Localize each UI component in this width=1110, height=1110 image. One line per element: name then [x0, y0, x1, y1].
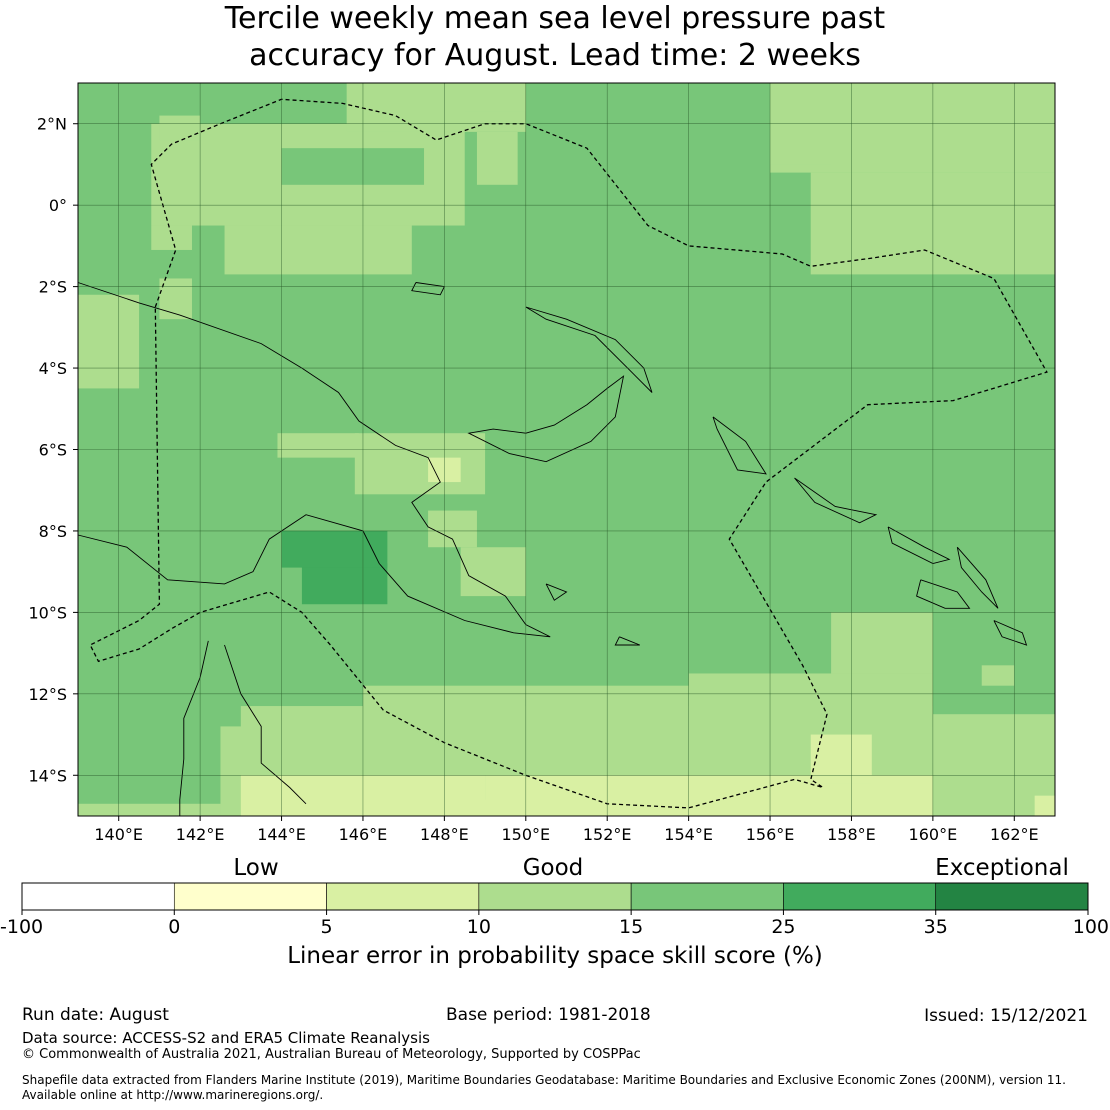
coastline: [887, 526, 951, 564]
coastline: [712, 416, 767, 475]
colorbar-segment: [173, 882, 327, 911]
lon-tick-label: 150°E: [501, 825, 550, 844]
longitude-ticks: 140°E 142°E 144°E 146°E 148°E 150°E 152°E 154°E…: [94, 816, 1039, 844]
skill-cell: [831, 612, 933, 674]
coastline: [794, 477, 878, 524]
lon-tick-label: 148°E: [420, 825, 469, 844]
skill-cell: [1034, 795, 1055, 816]
skill-cell: [428, 510, 477, 548]
run-date: Run date: August: [22, 1005, 169, 1025]
skill-cell: [981, 665, 1015, 686]
skill-cell: [281, 148, 425, 185]
coastline: [467, 375, 625, 463]
coastline: [916, 579, 971, 609]
coastline: [956, 546, 999, 609]
skill-cell: [464, 83, 526, 112]
colorbar-tick-label: 5: [321, 916, 333, 938]
colorbar-segment: [326, 882, 480, 911]
chart-title: Tercile weekly mean sea level pressure p…: [224, 1, 886, 73]
lon-tick-label: 156°E: [746, 825, 795, 844]
lat-tick-label: 8°S: [39, 522, 67, 541]
skill-cell: [224, 225, 412, 275]
lon-tick-label: 162°E: [990, 825, 1039, 844]
colorbar-tick-label: 35: [924, 916, 948, 938]
skill-cell: [277, 433, 359, 458]
shapefile-credit: Shapefile data extracted from Flanders M…: [22, 1073, 1066, 1087]
skill-cell: [688, 673, 933, 719]
lat-tick-label: 2°S: [39, 278, 67, 297]
coastline: [545, 583, 568, 601]
lon-tick-label: 140°E: [94, 825, 143, 844]
colorbar-tick-label: -100: [0, 916, 43, 938]
lat-tick-label: 6°S: [39, 441, 67, 460]
latitude-ticks: 2°N 0° 2°S 4°S 6°S 8°S 10°S 12°S 14°S: [28, 115, 78, 785]
lat-tick-label: 4°S: [39, 359, 67, 378]
colorbar-segment: [935, 882, 1089, 911]
colorbar: [21, 882, 1089, 911]
coastline: [525, 306, 653, 393]
lat-tick-label: 14°S: [28, 766, 67, 785]
skill-cell: [78, 803, 221, 816]
skill-cell: [78, 294, 140, 389]
skill-cell: [354, 433, 486, 495]
colorbar-title: Linear error in probability space skill …: [287, 943, 823, 969]
colorbar-tick-label: 0: [168, 916, 180, 938]
lat-tick-label: 10°S: [28, 603, 67, 622]
colorbar-frame: [21, 882, 1089, 911]
colorbar-tick-label: 100: [1073, 916, 1109, 938]
skill-cell: [159, 115, 201, 141]
skill-cell: [159, 278, 192, 320]
graticule: [78, 83, 1055, 816]
skill-cell: [281, 530, 388, 568]
lon-tick-label: 144°E: [257, 825, 306, 844]
colorbar-segment: [783, 882, 937, 911]
coastline: [224, 644, 307, 805]
lon-tick-label: 158°E: [827, 825, 876, 844]
lon-tick-label: 160°E: [909, 825, 958, 844]
lon-tick-label: 142°E: [176, 825, 225, 844]
lat-tick-label: 2°N: [37, 115, 67, 134]
coastlines: [77, 282, 1028, 816]
issued-date: Issued: 15/12/2021: [924, 1006, 1088, 1026]
copyright-notice: © Commonwealth of Australia 2021, Austra…: [22, 1047, 641, 1062]
coastline: [179, 640, 209, 816]
colorbar-segment: [478, 882, 632, 911]
shapefile-url: Available online at http://www.marinereg…: [22, 1088, 324, 1102]
skill-cell: [770, 123, 832, 165]
coastline: [614, 636, 640, 646]
colorbar-tick-label: 10: [467, 916, 491, 938]
base-period: Base period: 1981-2018: [446, 1005, 651, 1025]
colorbar-tick-label: 25: [771, 916, 795, 938]
skill-cell: [460, 547, 526, 597]
skill-cell: [301, 563, 388, 605]
lon-tick-label: 146°E: [339, 825, 388, 844]
coastline: [77, 282, 551, 638]
colorbar-segment: [21, 882, 175, 911]
coastline: [411, 282, 446, 296]
lon-tick-label: 154°E: [664, 825, 713, 844]
data-source: Data source: ACCESS-S2 and ERA5 Climate …: [22, 1029, 430, 1047]
category-label-exceptional: Exceptional: [935, 855, 1069, 881]
lat-tick-label: 12°S: [28, 685, 67, 704]
category-label-good: Good: [522, 855, 584, 881]
colorbar-tick-label: 15: [619, 916, 643, 938]
colorbar-ticks: -100 0 5 10 15 25 35 100: [0, 910, 1109, 938]
coastline: [993, 620, 1028, 646]
category-label-low: Low: [233, 855, 279, 881]
lat-tick-label: 0°: [49, 196, 67, 215]
colorbar-segment: [630, 882, 784, 911]
skill-cell: [476, 131, 518, 185]
lon-tick-label: 152°E: [583, 825, 632, 844]
